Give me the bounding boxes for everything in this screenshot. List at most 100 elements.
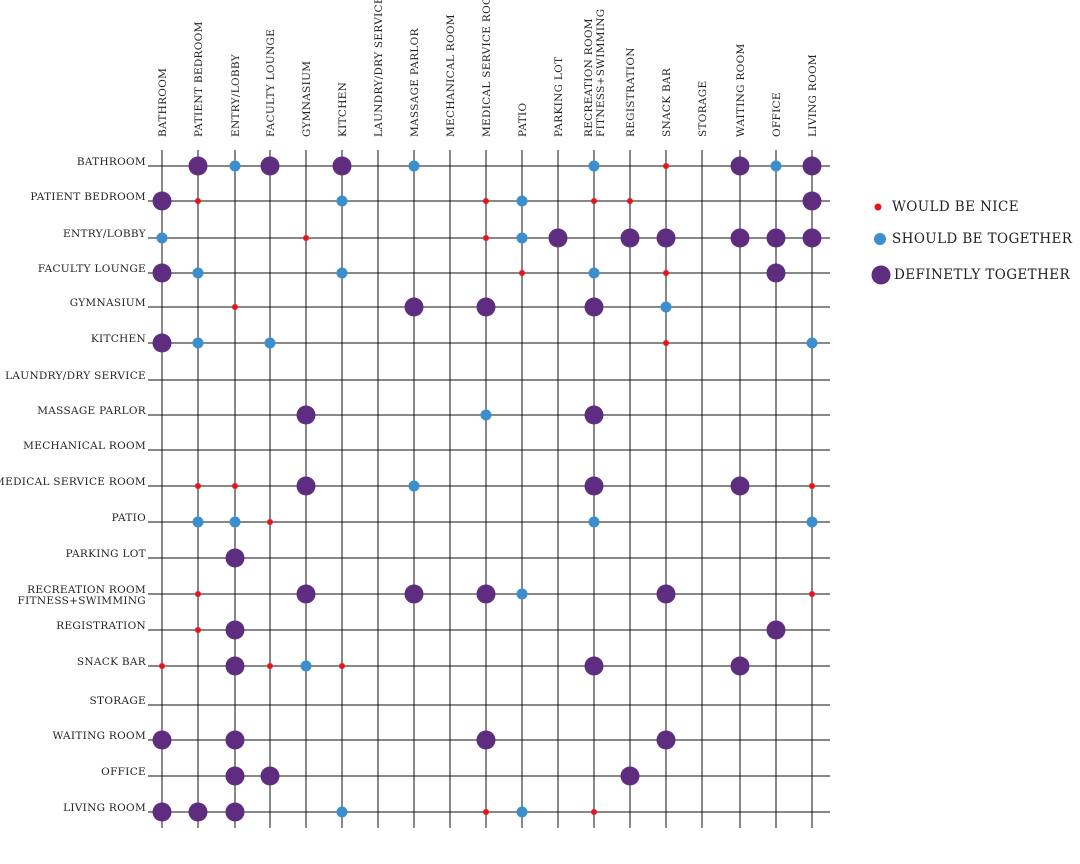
dot-definitely-together-gymnasium-x-massage-parlor bbox=[404, 297, 424, 317]
row-label-waiting-room: WAITING ROOM bbox=[52, 730, 146, 742]
dot-should-be-together-patient-bedroom-x-patio bbox=[516, 195, 528, 207]
dot-should-be-together-kitchen-x-faculty-lounge bbox=[264, 337, 276, 349]
row-label-bathroom: BATHROOM bbox=[77, 156, 146, 168]
column-label-gymnasium: GYMNASIUM bbox=[301, 61, 313, 137]
column-label-line: MASSAGE PARLOR bbox=[409, 27, 421, 137]
dot-should-be-together-bathroom-x-entry-lobby bbox=[229, 160, 241, 172]
dot-definitely-together-recreation-room-x-massage-parlor bbox=[404, 584, 424, 604]
row-label-line: MEDICAL SERVICE ROOM bbox=[0, 476, 146, 488]
dot-should-be-together-bathroom-x-office bbox=[770, 160, 782, 172]
dot-definitely-together-entry-lobby-x-office bbox=[766, 228, 786, 248]
row-label-line: WAITING ROOM bbox=[52, 730, 146, 742]
row-label-line: LAUNDRY/DRY SERVICE bbox=[5, 370, 146, 382]
cell-dots bbox=[152, 156, 822, 822]
dot-definitely-together-waiting-room-x-snack-bar bbox=[656, 730, 676, 750]
dot-would-be-nice-recreation-room-x-patient-bedroom bbox=[195, 591, 201, 597]
dot-definitely-together-medical-service-room-x-recreation-room bbox=[584, 476, 604, 496]
dot-would-be-nice-gymnasium-x-entry-lobby bbox=[232, 304, 238, 310]
dot-definitely-together-medical-service-room-x-waiting-room bbox=[730, 476, 750, 496]
row-label-line: MECHANICAL ROOM bbox=[23, 440, 146, 452]
row-label-line: SNACK BAR bbox=[77, 656, 147, 668]
dot-definitely-together-entry-lobby-x-registration bbox=[620, 228, 640, 248]
column-label-patio: PATIO bbox=[517, 103, 529, 137]
dot-should-be-together-living-room-x-patio bbox=[516, 806, 528, 818]
dot-definitely-together-entry-lobby-x-living-room bbox=[802, 228, 822, 248]
dot-definitely-together-waiting-room-x-medical-service-room bbox=[476, 730, 496, 750]
row-label-patient-bedroom: PATIENT BEDROOM bbox=[30, 191, 146, 203]
dot-would-be-nice-patio-x-faculty-lounge bbox=[267, 519, 273, 525]
column-label-registration: REGISTRATION bbox=[625, 47, 637, 137]
dot-definitely-together-gymnasium-x-recreation-room bbox=[584, 297, 604, 317]
column-labels: BATHROOM PATIENT BEDROOM ENTRY/LOBBY FACULT… bbox=[157, 0, 819, 137]
dot-would-be-nice-faculty-lounge-x-patio bbox=[519, 270, 525, 276]
dot-definitely-together-kitchen-x-bathroom bbox=[152, 333, 172, 353]
column-label-line: LIVING ROOM bbox=[807, 54, 819, 137]
dot-definitely-together-snack-bar-x-waiting-room bbox=[730, 656, 750, 676]
dot-definitely-together-entry-lobby-x-snack-bar bbox=[656, 228, 676, 248]
column-label-line: STORAGE bbox=[697, 81, 709, 137]
dot-should-be-together-bathroom-x-massage-parlor bbox=[408, 160, 420, 172]
row-label-line: REGISTRATION bbox=[56, 620, 146, 632]
column-label-line: LAUNDRY/DRY SERVICE bbox=[373, 0, 385, 137]
column-label-massage-parlor: MASSAGE PARLOR bbox=[409, 27, 421, 137]
dot-definitely-together-snack-bar-x-entry-lobby bbox=[225, 656, 245, 676]
row-label-line: GYMNASIUM bbox=[70, 297, 146, 309]
row-label-line: OFFICE bbox=[101, 766, 146, 778]
row-label-line: ENTRY/LOBBY bbox=[63, 228, 147, 240]
legend: WOULD BE NICE SHOULD BE TOGETHER DEFINET… bbox=[871, 199, 1072, 285]
dot-definitely-together-faculty-lounge-x-office bbox=[766, 263, 786, 283]
dot-would-be-nice-entry-lobby-x-medical-service-room bbox=[483, 235, 489, 241]
dot-would-be-nice-patient-bedroom-x-registration bbox=[627, 198, 633, 204]
row-label-line: PATIO bbox=[112, 512, 146, 524]
row-label-patio: PATIO bbox=[112, 512, 146, 524]
row-label-massage-parlor: MASSAGE PARLOR bbox=[37, 405, 147, 417]
dot-definitely-together-office-x-faculty-lounge bbox=[260, 766, 280, 786]
dot-definitely-together-medical-service-room-x-gymnasium bbox=[296, 476, 316, 496]
dot-definitely-together-office-x-registration bbox=[620, 766, 640, 786]
column-label-laundry-dry-service: LAUNDRY/DRY SERVICE bbox=[373, 0, 385, 137]
column-label-line: MECHANICAL ROOM bbox=[445, 14, 457, 137]
dot-should-be-together-patio-x-living-room bbox=[806, 516, 818, 528]
dot-should-be-together-faculty-lounge-x-patient-bedroom bbox=[192, 267, 204, 279]
legend-dot-should-be-together bbox=[874, 233, 886, 245]
dot-should-be-together-snack-bar-x-gymnasium bbox=[300, 660, 312, 672]
column-label-line: PATIENT BEDROOM bbox=[193, 21, 205, 137]
dot-should-be-together-entry-lobby-x-bathroom bbox=[156, 232, 168, 244]
row-label-kitchen: KITCHEN bbox=[91, 333, 146, 345]
row-label-faculty-lounge: FACULTY LOUNGE bbox=[38, 263, 146, 275]
column-label-line: RECREATION ROOM bbox=[583, 18, 595, 137]
row-label-line: RECREATION ROOM bbox=[27, 584, 146, 596]
row-label-office: OFFICE bbox=[101, 766, 146, 778]
column-label-line: REGISTRATION bbox=[625, 47, 637, 137]
dot-definitely-together-patient-bedroom-x-living-room bbox=[802, 191, 822, 211]
column-label-line: MEDICAL SERVICE ROOM bbox=[481, 0, 493, 137]
dot-definitely-together-office-x-entry-lobby bbox=[225, 766, 245, 786]
dot-would-be-nice-medical-service-room-x-patient-bedroom bbox=[195, 483, 201, 489]
row-label-laundry-dry-service: LAUNDRY/DRY SERVICE bbox=[5, 370, 146, 382]
column-label-living-room: LIVING ROOM bbox=[807, 54, 819, 137]
dot-definitely-together-entry-lobby-x-waiting-room bbox=[730, 228, 750, 248]
dot-definitely-together-gymnasium-x-medical-service-room bbox=[476, 297, 496, 317]
row-label-parking-lot: PARKING LOT bbox=[66, 548, 146, 560]
row-label-snack-bar: SNACK BAR bbox=[77, 656, 147, 668]
dot-would-be-nice-medical-service-room-x-living-room bbox=[809, 483, 815, 489]
legend-dot-definitely-together bbox=[871, 265, 891, 285]
dot-definitely-together-massage-parlor-x-recreation-room bbox=[584, 405, 604, 425]
dot-definitely-together-living-room-x-patient-bedroom bbox=[188, 802, 208, 822]
dot-definitely-together-faculty-lounge-x-bathroom bbox=[152, 263, 172, 283]
dot-definitely-together-recreation-room-x-gymnasium bbox=[296, 584, 316, 604]
column-label-line: BATHROOM bbox=[157, 68, 169, 137]
column-label-line: ENTRY/LOBBY bbox=[230, 53, 242, 137]
column-label-line: OFFICE bbox=[771, 92, 783, 137]
row-labels: BATHROOM PATIENT BEDROOM ENTRY/LOBBY FACULT… bbox=[0, 156, 147, 814]
row-label-registration: REGISTRATION bbox=[56, 620, 146, 632]
column-label-line: FITNESS+SWIMMING bbox=[595, 9, 607, 137]
row-label-line: STORAGE bbox=[90, 695, 146, 707]
column-label-bathroom: BATHROOM bbox=[157, 68, 169, 137]
dot-should-be-together-patio-x-entry-lobby bbox=[229, 516, 241, 528]
grid-lines bbox=[148, 150, 830, 828]
dot-should-be-together-kitchen-x-living-room bbox=[806, 337, 818, 349]
dot-would-be-nice-faculty-lounge-x-snack-bar bbox=[663, 270, 669, 276]
dot-should-be-together-entry-lobby-x-patio bbox=[516, 232, 528, 244]
